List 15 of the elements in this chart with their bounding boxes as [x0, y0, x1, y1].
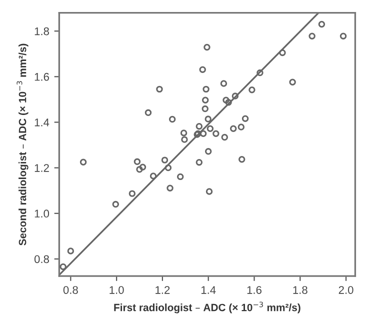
y-tick-label: 0.8 — [34, 255, 49, 264]
y-tick-label: 1.0 — [34, 210, 50, 218]
x-tick-label: 1.2 — [156, 286, 170, 294]
x-tick-label: 1.4 — [201, 286, 216, 294]
y-tick-label: 1.2 — [34, 164, 49, 172]
y-axis-title: Second radiologist – ADC (× 10$^{−3}$ mm²/s) — [16, 44, 28, 246]
x-axis-title: First radiologist – ADC (× 10$^{−3}$ mm²/s) — [114, 302, 300, 314]
x-tick-label: 1.8 — [293, 286, 308, 294]
x-tick-label: 2.0 — [338, 286, 354, 294]
y-tick-label: 1.4 — [34, 118, 50, 126]
x-tick-label: 1.6 — [247, 286, 262, 294]
y-tick-label: 1.8 — [34, 27, 49, 36]
y-tick-label: 1.6 — [34, 72, 49, 81]
x-tick-label: 1.0 — [110, 286, 124, 294]
x-tick-label: 0.8 — [63, 286, 78, 294]
